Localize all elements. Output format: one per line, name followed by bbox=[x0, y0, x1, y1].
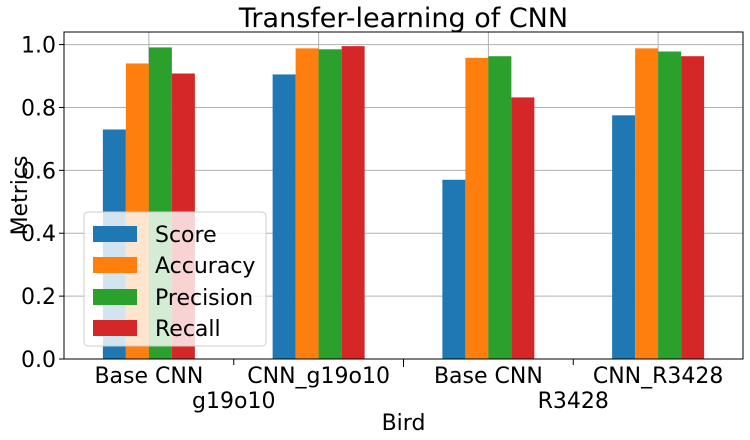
legend-item-precision: Precision bbox=[93, 286, 253, 311]
bar-layer bbox=[102, 46, 705, 360]
bar-recall-2 bbox=[511, 97, 535, 360]
bar-recall-3 bbox=[681, 56, 705, 360]
legend-label-precision: Precision bbox=[155, 286, 253, 311]
legend-item-accuracy: Accuracy bbox=[93, 254, 255, 279]
legend-swatch-accuracy bbox=[93, 257, 137, 273]
legend: Score Accuracy Precision Recall bbox=[83, 211, 267, 347]
bar-score-1 bbox=[272, 74, 296, 359]
x-tick-label: CNN_g19o10 bbox=[247, 364, 390, 389]
y-tick-label: 0.6 bbox=[21, 159, 56, 184]
legend-box bbox=[83, 211, 267, 347]
group-label: R3428 bbox=[538, 389, 609, 414]
legend-swatch-recall bbox=[93, 320, 137, 336]
bar-precision-1 bbox=[318, 49, 342, 359]
y-tick-label: 0.2 bbox=[21, 285, 56, 310]
group-label: g19o10 bbox=[192, 389, 275, 414]
y-axis-label: Metrics bbox=[8, 156, 33, 236]
y-tick-label: 0.4 bbox=[21, 222, 56, 247]
y-tick-label: 0.0 bbox=[21, 348, 56, 373]
legend-item-recall: Recall bbox=[93, 317, 221, 342]
legend-label-accuracy: Accuracy bbox=[155, 254, 255, 279]
legend-label-score: Score bbox=[155, 223, 217, 248]
bar-accuracy-1 bbox=[295, 48, 319, 359]
bar-precision-2 bbox=[488, 56, 512, 360]
chart-title: Transfer-learning of CNN bbox=[238, 3, 568, 34]
x-tick-label: Base CNN bbox=[94, 364, 203, 389]
y-tick-label: 0.8 bbox=[21, 96, 56, 121]
bar-accuracy-2 bbox=[465, 57, 489, 360]
legend-label-recall: Recall bbox=[155, 317, 221, 342]
tick-layer: 0.0 0.2 0.4 0.6 0.8 1.0 Base CNN CNN_g19o10 Base… bbox=[21, 34, 723, 414]
bar-score-2 bbox=[442, 179, 466, 359]
bar-accuracy-3 bbox=[635, 48, 659, 359]
legend-item-score: Score bbox=[93, 223, 217, 248]
x-tick-label: Base CNN bbox=[434, 364, 543, 389]
x-axis-label: Bird bbox=[382, 411, 426, 436]
x-tick-label: CNN_R3428 bbox=[593, 364, 724, 389]
bar-score-3 bbox=[612, 115, 636, 359]
legend-swatch-precision bbox=[93, 289, 137, 305]
y-tick-label: 1.0 bbox=[21, 34, 56, 59]
bar-recall-1 bbox=[341, 46, 365, 359]
bar-precision-3 bbox=[658, 51, 682, 359]
legend-swatch-score bbox=[93, 226, 137, 242]
